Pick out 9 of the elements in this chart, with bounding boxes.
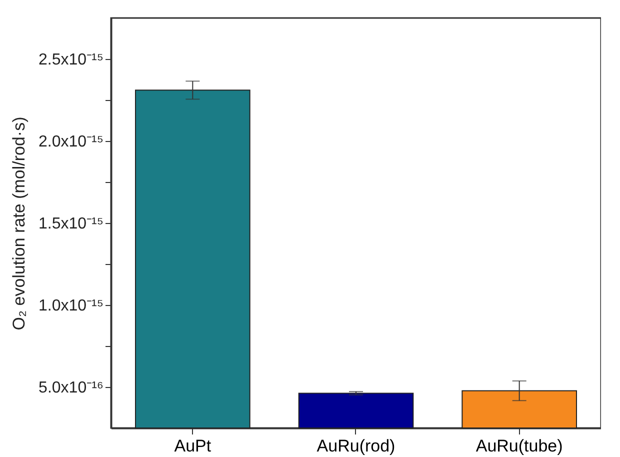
y-tick-label: 1.5x10⁻¹⁵	[38, 216, 104, 232]
x-tick-label: AuPt	[174, 436, 212, 456]
y-axis-title: O₂ evolution rate (mol/rod·s)	[10, 116, 28, 330]
x-tick-label: AuRu(tube)	[476, 436, 563, 456]
y-tick-label: 1.0x10⁻¹⁵	[38, 298, 104, 314]
y-tick-label: 2.0x10⁻¹⁵	[38, 134, 104, 150]
y-tick-label: 5.0x10⁻¹⁶	[38, 380, 104, 396]
x-tick-label: AuRu(rod)	[316, 436, 396, 456]
y-tick-label: 2.5x10⁻¹⁵	[38, 52, 104, 68]
